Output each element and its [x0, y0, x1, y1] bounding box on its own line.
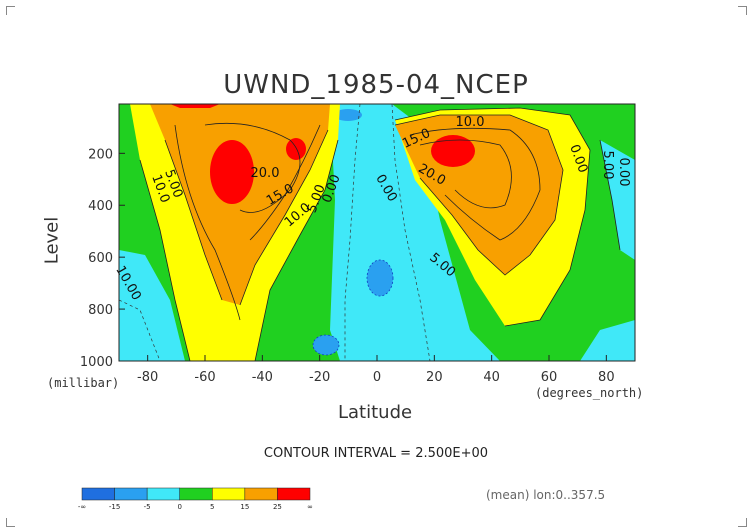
colorbar-label: 0: [177, 503, 181, 511]
band-neg: [600, 140, 635, 260]
contour-plot: 20.015.010.05.000.0010.015.020.05.000.00…: [80, 103, 636, 385]
y-tick-label: 200: [88, 147, 113, 162]
band-neg5: [334, 109, 362, 121]
contour-interval-text: CONTOUR INTERVAL = 2.500E+00: [263, 446, 489, 461]
band-25: [210, 140, 254, 204]
x-tick-label: -80: [137, 370, 158, 385]
mean-info: (mean) lon:0..357.5: [486, 488, 606, 502]
colorbar-swatch: [114, 487, 148, 501]
colorbar-swatch: [81, 487, 115, 501]
colorbar-label: ∞: [307, 503, 313, 511]
y-tick-label: 1000: [80, 355, 113, 370]
contour-label: 5.00: [600, 151, 615, 180]
x-tick-label: -40: [252, 370, 273, 385]
x-axis-unit: (degrees_north): [535, 386, 644, 400]
x-tick-label: 80: [598, 370, 615, 385]
y-axis-unit: (millibar): [47, 376, 120, 390]
band-neg: [580, 320, 635, 361]
corner-mark: [738, 6, 747, 15]
colorbar-swatch: [212, 487, 246, 501]
band-neg: [330, 104, 500, 361]
colorbar-label: 5: [210, 503, 214, 511]
x-tick-label: -20: [309, 370, 330, 385]
corner-mark: [6, 6, 15, 15]
corner-mark: [6, 518, 15, 527]
band-neg5: [367, 260, 393, 296]
colorbar-swatch: [277, 487, 311, 501]
band-25: [170, 104, 220, 108]
x-axis-label: Latitude: [338, 402, 413, 423]
band-neg5: [313, 335, 339, 355]
colorbar-label: -15: [109, 503, 120, 511]
y-tick-label: 800: [88, 303, 113, 318]
band-15-25: [150, 104, 330, 305]
x-tick-label: 0: [373, 370, 381, 385]
colorbar-label: 25: [273, 503, 282, 511]
colorbar-swatch: [179, 487, 213, 501]
band-25: [286, 138, 306, 160]
colorbar-label: -5: [144, 503, 151, 511]
colorbar-label: -∞: [78, 503, 86, 511]
y-tick-label: 400: [88, 199, 113, 214]
x-tick-label: -60: [194, 370, 215, 385]
colorbar-swatch: [146, 487, 180, 501]
x-tick-label: 60: [541, 370, 558, 385]
contour-label: 0.00: [616, 158, 631, 187]
x-tick-label: 20: [426, 370, 443, 385]
band-25: [431, 135, 475, 167]
chart-title: UWND_1985-04_NCEP: [223, 70, 529, 100]
corner-mark: [738, 518, 747, 527]
colorbar-label: 15: [240, 503, 249, 511]
contour-label: 10.0: [456, 115, 485, 130]
contour-label: 20.0: [251, 166, 280, 181]
band-neg: [119, 250, 185, 361]
x-tick-label: 40: [483, 370, 500, 385]
colorbar-swatch: [244, 487, 278, 501]
y-tick-label: 600: [88, 251, 113, 266]
